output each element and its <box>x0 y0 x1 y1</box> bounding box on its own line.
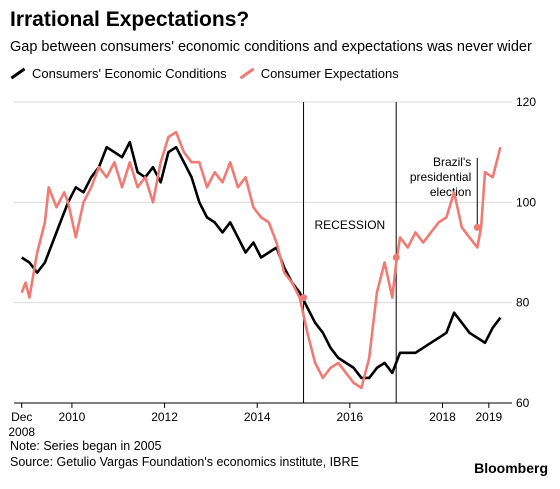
x-tick-label: Dec <box>11 410 32 424</box>
legend-item-expectations: Consumer Expectations <box>239 66 399 81</box>
series-note: Note: Series began in 2005 <box>10 439 162 453</box>
legend-label-expectations: Consumer Expectations <box>260 66 399 81</box>
legend-swatch-conditions <box>10 67 26 80</box>
legend-item-conditions: Consumers' Economic Conditions <box>10 66 227 81</box>
x-tick-label: 2010 <box>59 410 86 424</box>
legend: Consumers' Economic Conditions Consumer … <box>10 66 411 81</box>
bloomberg-logo: Bloomberg <box>474 460 548 476</box>
marker-point <box>473 223 481 231</box>
election-label-line: Brazil's <box>433 155 471 169</box>
election-label-line: presidential <box>410 170 471 184</box>
recession-label: RECESSION <box>315 218 386 232</box>
y-tick-label: 60 <box>516 396 530 410</box>
election-label-line: election <box>430 185 471 199</box>
y-tick-label: 80 <box>516 296 530 310</box>
x-tick-label: 2012 <box>151 410 178 424</box>
chart-subtitle: Gap between consumers' economic conditio… <box>10 39 532 55</box>
legend-swatch-expectations <box>239 67 255 80</box>
x-tick-sublabel: 2008 <box>8 425 35 438</box>
x-tick-label: 2014 <box>244 410 271 424</box>
series-line-conditions <box>20 140 502 380</box>
footnote: Note: Series began in 2005 Source: Getul… <box>10 438 359 470</box>
x-tick-label: 2016 <box>337 410 364 424</box>
x-tick-label: 2019 <box>475 410 502 424</box>
series-line-expectations <box>20 130 502 390</box>
y-tick-label: 120 <box>516 95 536 109</box>
source-note: Source: Getulio Vargas Foundation's econ… <box>10 455 359 469</box>
marker-point <box>392 254 400 262</box>
y-tick-label: 100 <box>516 195 536 209</box>
legend-label-conditions: Consumers' Economic Conditions <box>32 66 227 81</box>
chart-title: Irrational Expectations? <box>10 8 250 31</box>
marker-point <box>300 294 308 302</box>
x-tick-label: 2018 <box>429 410 456 424</box>
